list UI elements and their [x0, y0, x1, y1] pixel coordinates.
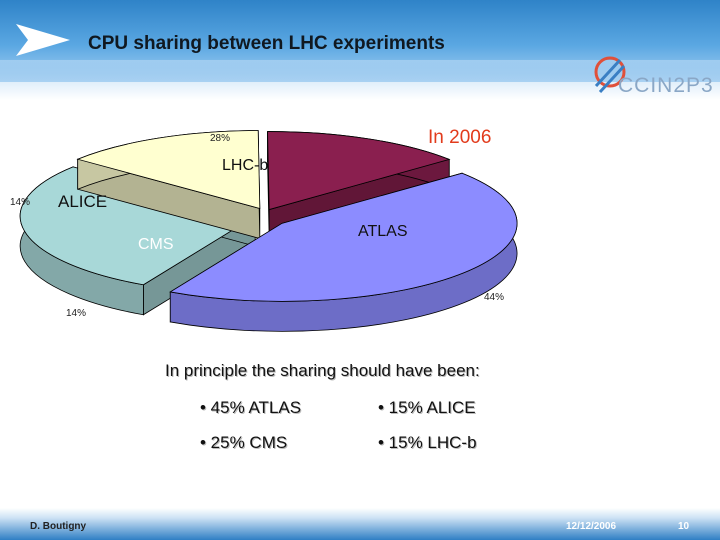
- bullet-lhcb: • 15% LHC-b: [378, 433, 477, 452]
- value-label-alice: 14%: [10, 197, 30, 208]
- play-arrow-icon: [16, 24, 70, 56]
- footer-date: 12/12/2006: [566, 521, 617, 532]
- logo-text: CCIN2P3: [618, 74, 714, 97]
- bullet-alice: • 15% ALICE: [378, 398, 476, 417]
- pie-slice-atlas: [169, 172, 518, 332]
- category-label-lhc-b: LHC-b: [222, 157, 268, 174]
- pie-slice-alice: [76, 130, 261, 240]
- page-number: 10: [678, 521, 690, 532]
- principle-text: In principle the sharing should have bee…: [165, 361, 480, 380]
- bullet-atlas: • 45% ATLAS: [200, 398, 302, 417]
- slide-title: CPU sharing between LHC experiments: [88, 33, 445, 54]
- footer-author: D. Boutigny: [30, 521, 87, 532]
- value-label-atlas: 44%: [484, 292, 504, 303]
- category-label-alice: ALICE: [58, 192, 107, 211]
- chart-annotation: In 2006: [428, 127, 492, 148]
- value-label-cms: 14%: [66, 308, 86, 319]
- category-label-cms: CMS: [138, 236, 174, 253]
- ccin2p3-logo-icon: [594, 56, 626, 94]
- pie-slice-cms: [267, 131, 451, 241]
- category-label-atlas: ATLAS: [358, 223, 408, 240]
- footer-bar: [0, 508, 720, 540]
- value-label-lhc-b: 28%: [210, 133, 230, 144]
- bullet-cms: • 25% CMS: [200, 433, 288, 452]
